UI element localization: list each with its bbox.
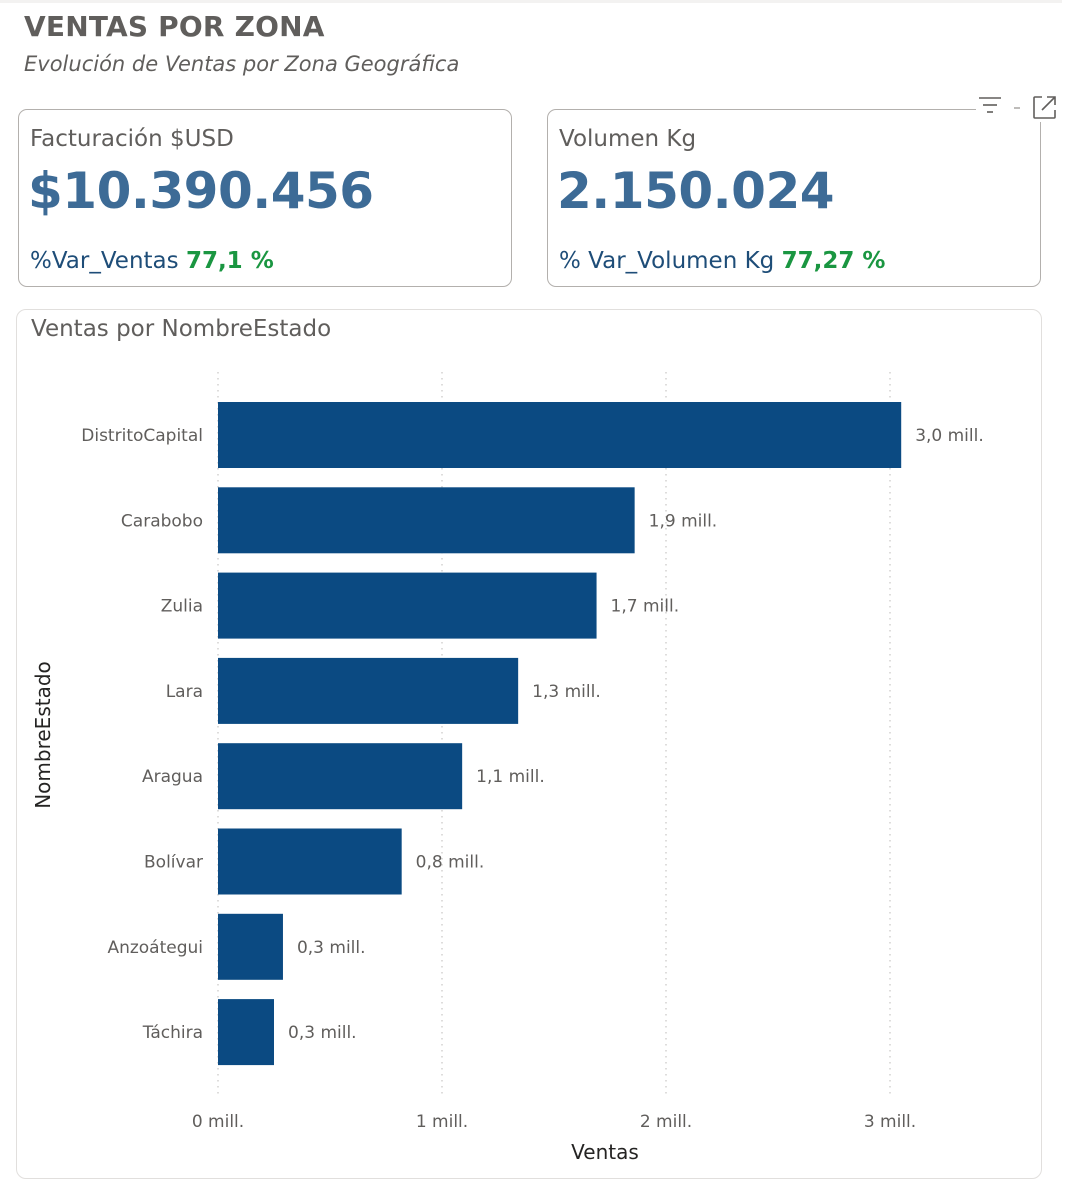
visual-header-toolbar bbox=[976, 94, 1062, 122]
data-label: 3,0 mill. bbox=[915, 426, 984, 446]
x-tick-label: 0 mill. bbox=[192, 1112, 244, 1132]
data-label: 1,1 mill. bbox=[476, 767, 545, 787]
y-tick-label: Táchira bbox=[142, 1023, 203, 1043]
kpi-variation-label: % Var_Volumen Kg bbox=[559, 248, 775, 274]
y-axis-title: NombreEstado bbox=[31, 661, 55, 809]
filter-icon[interactable] bbox=[979, 97, 1001, 113]
data-label: 1,7 mill. bbox=[611, 597, 680, 617]
bar[interactable] bbox=[218, 828, 402, 895]
kpi-variation: %Var_Ventas 77,1 % bbox=[30, 248, 274, 274]
bar[interactable] bbox=[218, 913, 283, 980]
x-tick-label: 1 mill. bbox=[416, 1112, 468, 1132]
y-tick-label: Bolívar bbox=[144, 853, 203, 873]
top-divider bbox=[0, 0, 1062, 3]
y-tick-label: Anzoátegui bbox=[107, 938, 203, 958]
page-title: VENTAS POR ZONA bbox=[24, 10, 325, 43]
x-tick-label: 2 mill. bbox=[640, 1112, 692, 1132]
bar[interactable] bbox=[218, 487, 635, 554]
kpi-value: $10.390.456 bbox=[28, 162, 374, 220]
kpi-card-facturacion[interactable]: Facturación $USD $10.390.456 %Var_Ventas… bbox=[18, 109, 512, 287]
y-tick-label: Carabobo bbox=[121, 511, 203, 531]
y-tick-label: DistritoCapital bbox=[81, 426, 203, 446]
bar[interactable] bbox=[218, 572, 597, 639]
kpi-value: 2.150.024 bbox=[557, 162, 835, 220]
bar[interactable] bbox=[218, 402, 902, 468]
kpi-variation: % Var_Volumen Kg 77,27 % bbox=[559, 248, 885, 274]
data-label: 0,3 mill. bbox=[288, 1023, 357, 1043]
page-subtitle: Evolución de Ventas por Zona Geográfica bbox=[24, 52, 460, 76]
kpi-label: Facturación $USD bbox=[30, 126, 234, 152]
bar[interactable] bbox=[218, 999, 274, 1066]
kpi-variation-value: 77,1 % bbox=[185, 248, 274, 274]
x-tick-label: 3 mill. bbox=[864, 1112, 916, 1132]
data-label: 1,9 mill. bbox=[649, 511, 718, 531]
data-label: 1,3 mill. bbox=[532, 682, 601, 702]
bar[interactable] bbox=[218, 657, 519, 724]
kpi-card-volumen[interactable]: Volumen Kg 2.150.024 % Var_Volumen Kg 77… bbox=[547, 109, 1041, 287]
kpi-label: Volumen Kg bbox=[559, 126, 697, 152]
kpi-variation-label: %Var_Ventas bbox=[30, 248, 179, 274]
bar[interactable] bbox=[218, 743, 463, 810]
y-tick-label: Aragua bbox=[142, 767, 203, 787]
data-label: 0,3 mill. bbox=[297, 938, 366, 958]
focus-mode-icon[interactable] bbox=[1033, 96, 1056, 119]
kpi-variation-value: 77,27 % bbox=[781, 248, 886, 274]
x-axis-title: Ventas bbox=[571, 1140, 639, 1164]
chart-title: Ventas por NombreEstado bbox=[31, 316, 332, 342]
data-label: 0,8 mill. bbox=[416, 853, 485, 873]
y-tick-label: Lara bbox=[166, 682, 203, 702]
y-tick-label: Zulia bbox=[161, 597, 203, 617]
